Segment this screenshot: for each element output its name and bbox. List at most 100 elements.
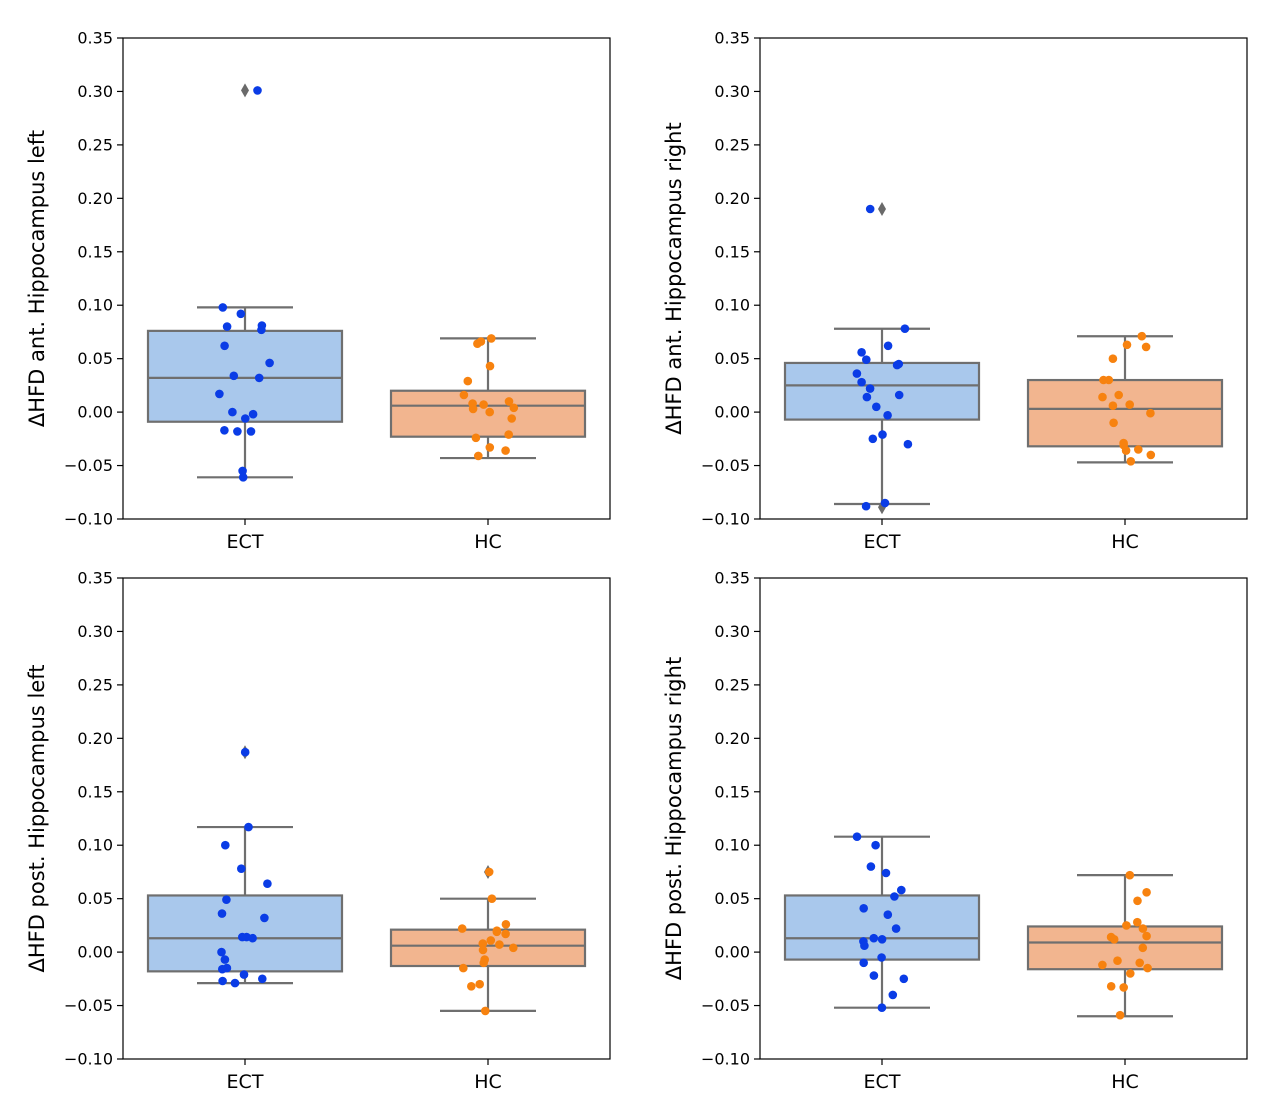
data-point: [852, 369, 862, 378]
data-point: [241, 414, 250, 423]
x-tick-label: HC: [474, 1071, 502, 1093]
box-body: [1026, 925, 1224, 971]
x-tick-label: HC: [1111, 531, 1139, 553]
data-point: [238, 473, 248, 482]
data-point: [881, 868, 891, 878]
axes-frame: [759, 37, 1248, 520]
data-point: [1106, 982, 1116, 991]
data-point: [479, 958, 489, 968]
data-point: [1122, 340, 1132, 350]
data-point: [883, 910, 893, 919]
data-point: [1125, 870, 1135, 880]
data-point: [900, 324, 910, 334]
y-tick-label: 0.30: [77, 82, 113, 101]
data-point: [244, 822, 253, 832]
data-point: [883, 411, 892, 420]
y-tick-label: 0.15: [714, 782, 750, 801]
box-hc: [389, 337, 587, 460]
data-point: [869, 971, 879, 980]
y-tick-label: 0.35: [77, 29, 113, 48]
points-ect: [215, 86, 274, 482]
x-tick-label: ECT: [227, 531, 264, 553]
data-point: [871, 840, 880, 850]
data-point: [228, 407, 237, 417]
data-point: [865, 204, 875, 214]
box-ect: [783, 202, 981, 515]
y-tick-label: 0.25: [714, 675, 750, 694]
data-point: [254, 373, 264, 383]
y-tick-label: 0.20: [77, 729, 113, 748]
data-point: [1115, 1010, 1125, 1020]
y-tick-label: 0.20: [714, 189, 750, 208]
data-point: [217, 909, 227, 918]
data-point: [891, 924, 901, 933]
y-tick-label: 0.15: [77, 242, 113, 261]
box-body: [783, 361, 981, 421]
y-tick-label: 0.15: [714, 242, 750, 261]
data-point: [238, 466, 247, 476]
data-point: [495, 940, 504, 949]
data-point: [1114, 390, 1123, 400]
data-point: [229, 371, 239, 381]
data-point: [478, 939, 488, 948]
y-tick-label: 0.00: [714, 943, 750, 962]
data-point: [501, 920, 511, 929]
y-tick-label: 0.25: [77, 135, 113, 154]
data-point: [218, 964, 227, 974]
data-point: [1109, 935, 1119, 944]
data-point: [487, 894, 497, 903]
y-axis-label: ΔHFD post. Hippocampus left: [25, 664, 49, 972]
data-point: [260, 913, 269, 923]
data-point: [246, 427, 256, 436]
data-point: [486, 936, 496, 945]
y-tick-label: 0.30: [77, 622, 113, 641]
y-tick-label: −0.10: [64, 510, 113, 529]
y-tick-label: 0.30: [714, 82, 750, 101]
y-tick-label: −0.10: [64, 1050, 113, 1069]
points-hc: [1098, 331, 1156, 466]
data-point: [1138, 943, 1148, 953]
x-tick-label: ECT: [227, 1071, 264, 1093]
data-point: [471, 433, 481, 443]
y-tick-label: 0.00: [714, 403, 750, 422]
data-point: [509, 943, 518, 953]
data-point: [877, 935, 887, 944]
data-point: [459, 963, 468, 973]
data-point: [233, 427, 242, 436]
y-tick-label: −0.05: [64, 996, 113, 1015]
y-tick-label: 0.05: [714, 889, 750, 908]
data-point: [230, 978, 240, 988]
data-point: [894, 390, 904, 400]
data-point: [478, 945, 488, 955]
data-point: [218, 976, 227, 986]
data-point: [1125, 400, 1134, 409]
y-tick-label: 0.25: [714, 135, 750, 154]
data-point: [860, 941, 869, 950]
x-tick-label: HC: [474, 531, 502, 553]
data-point: [1142, 931, 1151, 941]
data-point: [883, 341, 893, 351]
data-point: [888, 990, 898, 1000]
y-tick-label: −0.05: [701, 996, 750, 1015]
data-point: [487, 334, 496, 343]
data-point: [265, 358, 274, 368]
data-point: [459, 390, 469, 400]
y-tick-label: −0.10: [701, 1050, 750, 1069]
data-point: [263, 879, 272, 888]
data-point: [475, 979, 485, 989]
data-point: [240, 747, 250, 757]
box-ect: [783, 835, 981, 1009]
axes-frame: [122, 577, 611, 1060]
data-point: [899, 974, 909, 984]
data-point: [878, 430, 887, 439]
data-point: [1137, 331, 1147, 341]
data-point: [857, 377, 866, 387]
chart-panel-3: −0.10 −0.05 0.00 0.05 0.10 0.15 0.20 0.25 0.30 0.…: [25, 569, 611, 1093]
data-point: [869, 933, 879, 943]
points-hc: [1098, 870, 1152, 1020]
data-point: [484, 867, 494, 877]
chart-panel-4: −0.10 −0.05 0.00 0.05 0.10 0.15 0.20 0.25 0.30 0.…: [662, 569, 1248, 1093]
data-point: [859, 958, 868, 968]
data-point: [872, 402, 881, 412]
data-point: [1146, 450, 1156, 460]
